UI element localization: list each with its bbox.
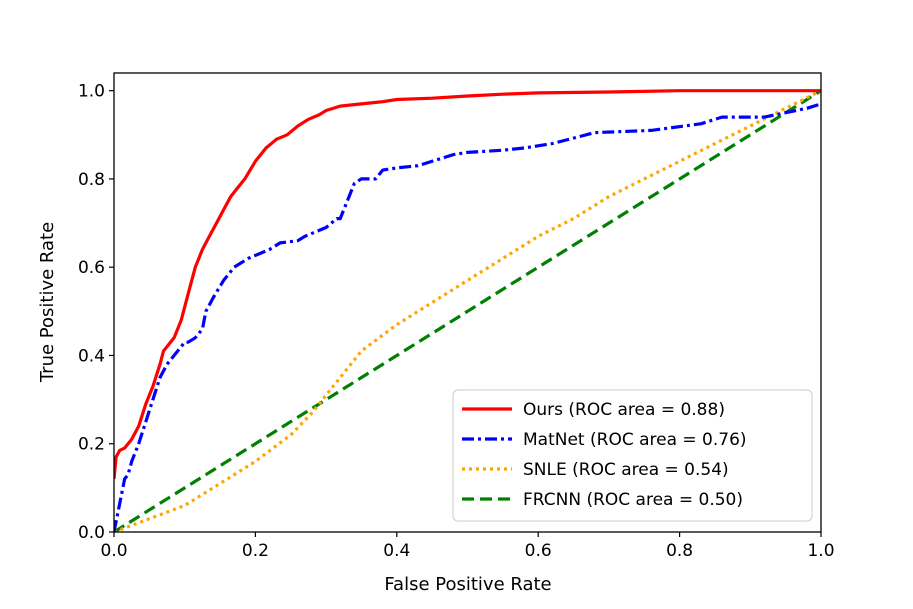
x-tick-label-5: 1.0 (807, 541, 834, 561)
y-tick-label-1: 0.2 (78, 435, 105, 455)
y-tick-label-3: 0.6 (78, 258, 105, 278)
plot-frame (113, 72, 822, 533)
legend: Ours (ROC area = 0.88) MatNet (ROC area =… (452, 389, 813, 522)
series-line-1 (114, 102, 821, 532)
series-line-0 (114, 89, 821, 480)
x-tick-label-2: 0.4 (383, 541, 410, 561)
axes-layer: 0.0 0.2 0.4 0.6 0.8 1.0 0.0 0.2 0.4 0.6 0.8 1.0 (78, 72, 835, 561)
legend-label-3: FRCNN (ROC area = 0.50) (523, 490, 743, 510)
x-tick-label-0: 0.0 (100, 541, 127, 561)
legend-frame (452, 389, 813, 522)
y-axis-label: True Positive Rate (37, 222, 58, 383)
x-tick-label-1: 0.2 (242, 541, 269, 561)
x-axis-label: False Positive Rate (384, 574, 551, 595)
series-layer (114, 89, 821, 532)
x-tick-label-3: 0.6 (525, 541, 552, 561)
x-tick-label-4: 0.8 (666, 541, 693, 561)
legend-label-2: SNLE (ROC area = 0.54) (523, 460, 729, 480)
series-group (114, 89, 821, 532)
legend-label-1: MatNet (ROC area = 0.76) (523, 430, 747, 450)
series-line-3 (114, 89, 821, 532)
legend-label-0: Ours (ROC area = 0.88) (523, 400, 725, 420)
y-tick-label-5: 1.0 (78, 82, 105, 102)
y-tick-label-0: 0.0 (78, 523, 105, 543)
y-tick-label-2: 0.4 (78, 346, 105, 366)
y-tick-label-4: 0.8 (78, 170, 105, 190)
